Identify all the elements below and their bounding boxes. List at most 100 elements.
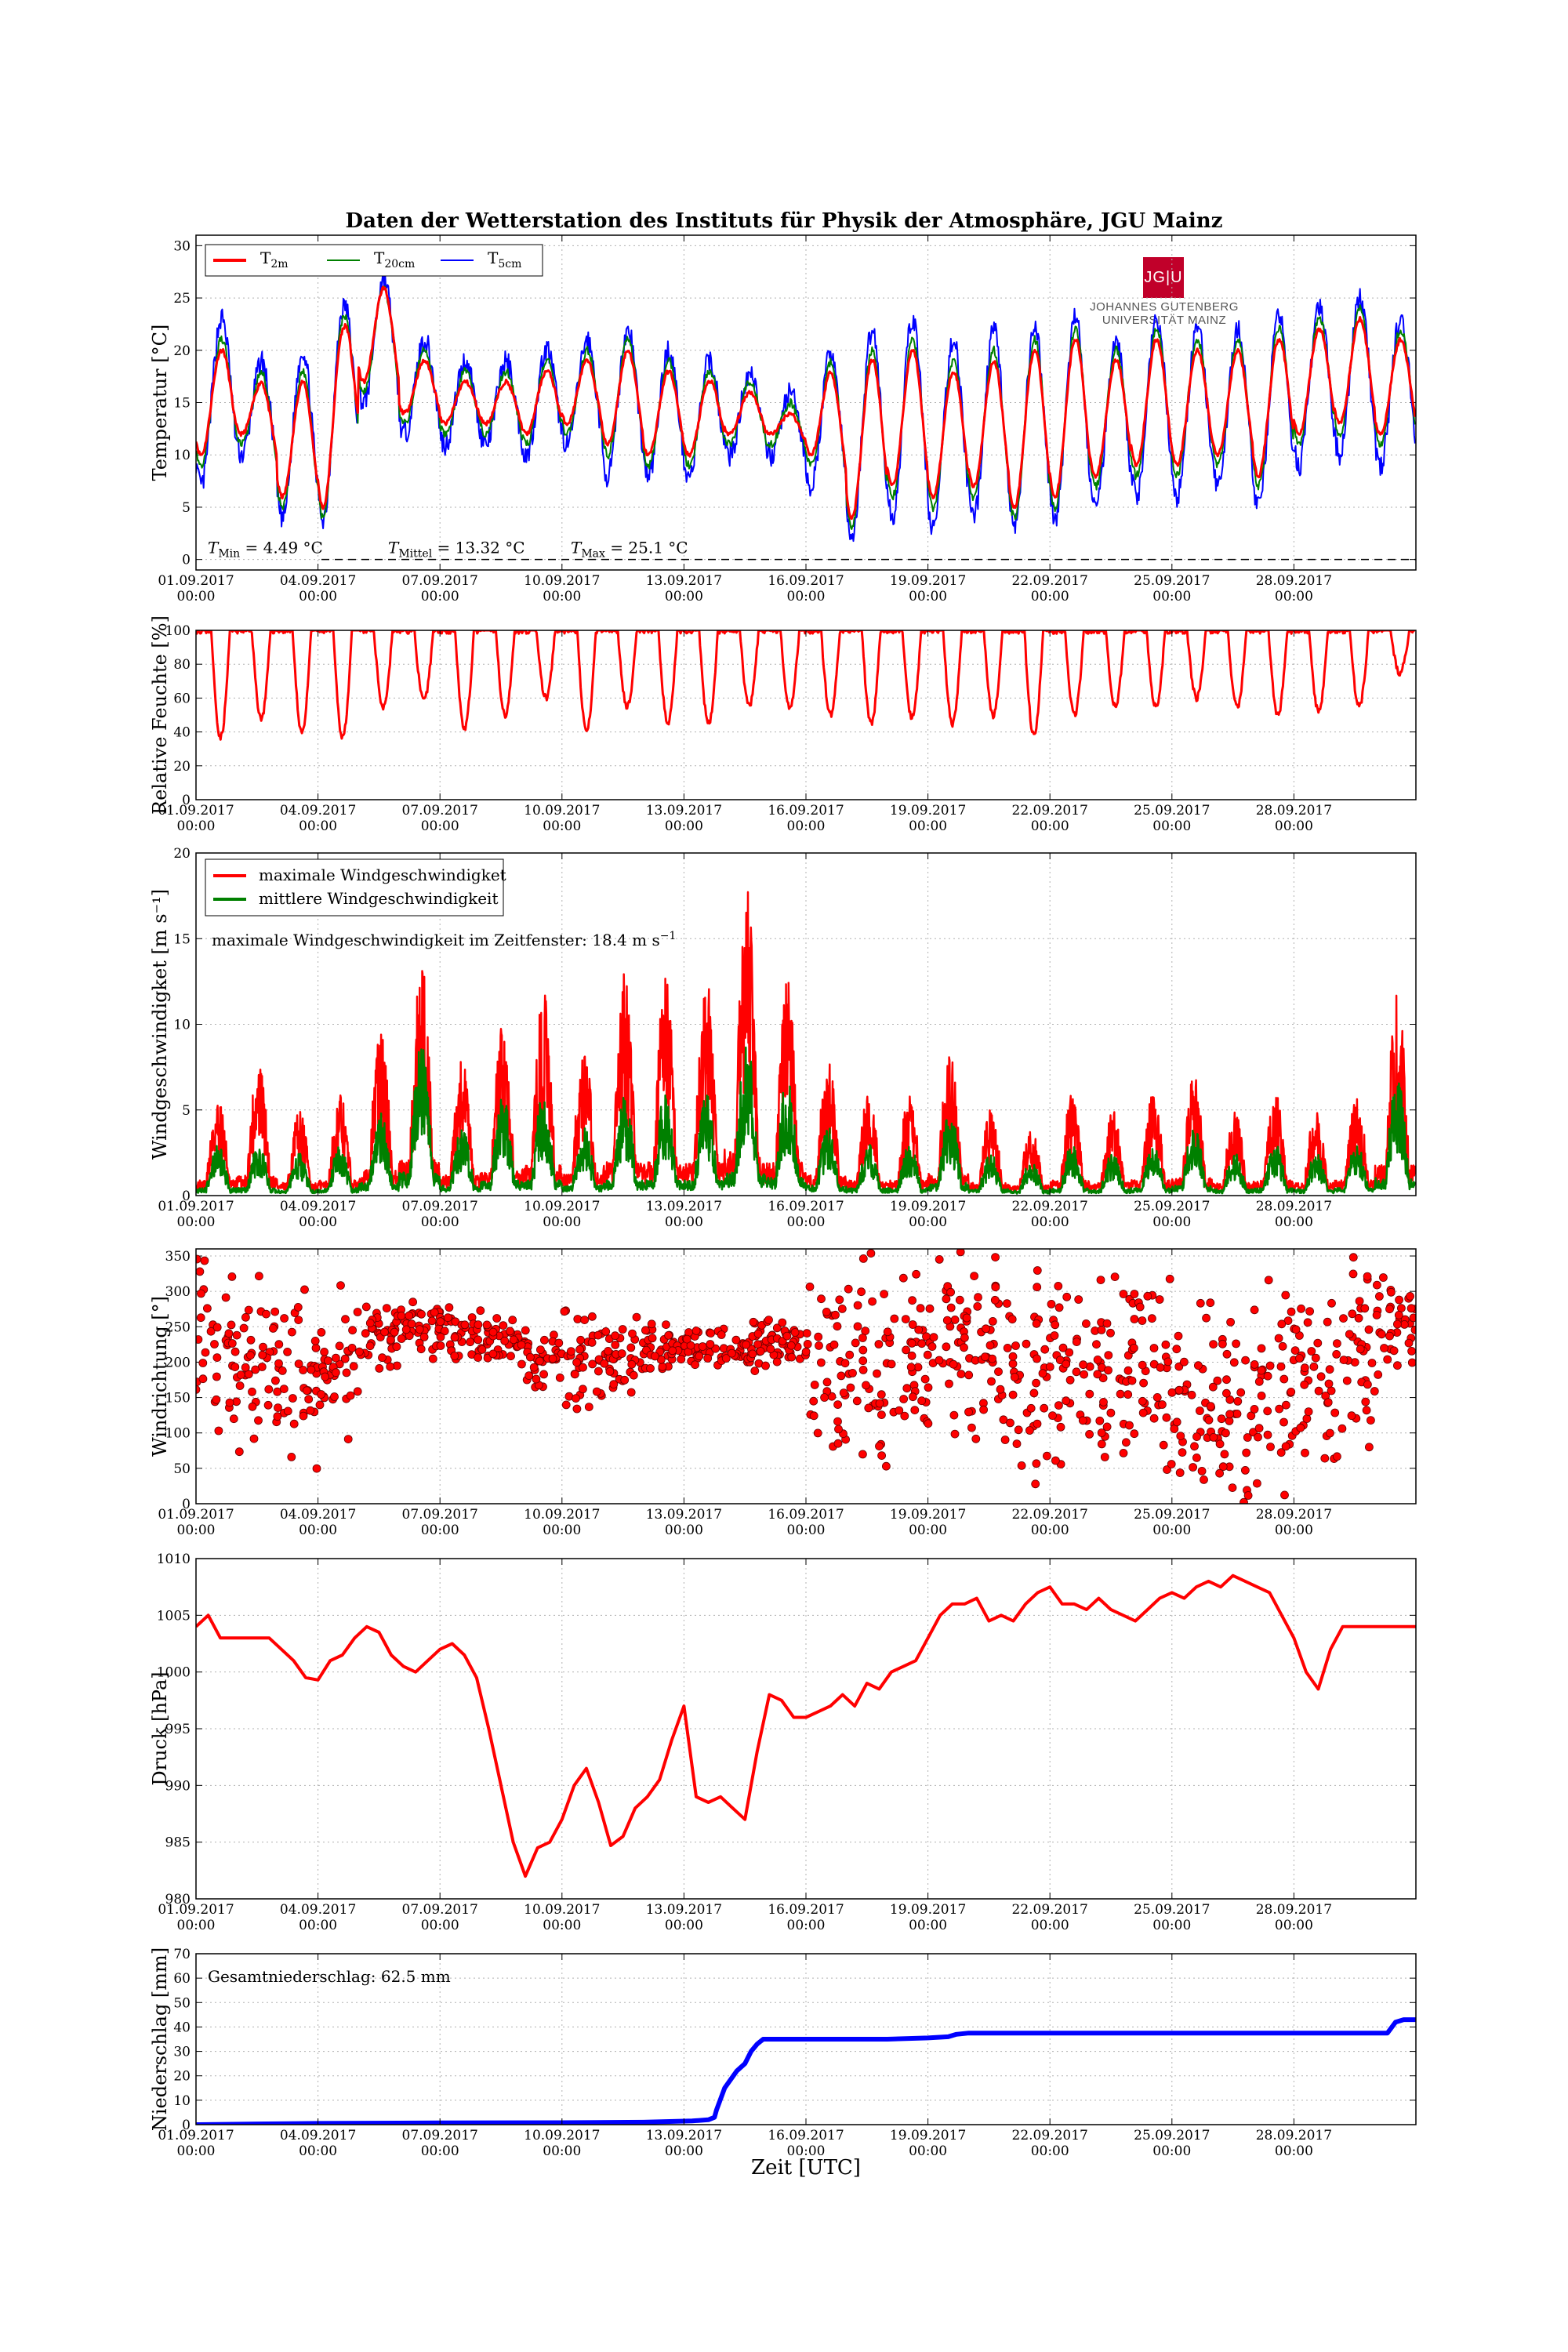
direction-point [1300, 1380, 1309, 1389]
direction-point [492, 1314, 502, 1323]
direction-point [1263, 1371, 1272, 1381]
x-tick-label-time: 00:00 [177, 589, 216, 604]
direction-point [540, 1335, 549, 1345]
direction-point [1250, 1405, 1259, 1414]
x-tick-label-time: 00:00 [1152, 1523, 1191, 1538]
direction-point [875, 1399, 884, 1408]
direction-point [274, 1403, 282, 1412]
direction-point [967, 1423, 976, 1432]
direction-point [375, 1364, 384, 1373]
direction-point [572, 1358, 581, 1367]
direction-point [902, 1384, 912, 1393]
direction-point [1011, 1341, 1020, 1350]
direction-point [960, 1333, 969, 1342]
direction-point [340, 1354, 350, 1363]
direction-point [999, 1415, 1008, 1425]
direction-point [386, 1362, 395, 1371]
x-tick-label-time: 00:00 [665, 818, 703, 834]
x-tick-label-date: 22.09.2017 [1012, 1199, 1088, 1214]
direction-point [1152, 1393, 1162, 1402]
direction-point [1254, 1432, 1262, 1442]
direction-point [1104, 1366, 1112, 1375]
direction-point [521, 1326, 530, 1335]
direction-point [584, 1403, 593, 1411]
direction-point [331, 1368, 340, 1377]
max-wind-annotation: maximale Windgeschwindigkeit im Zeitfens… [212, 930, 676, 949]
direction-point [274, 1359, 283, 1368]
direction-point [264, 1385, 274, 1394]
direction-point [1078, 1416, 1087, 1425]
x-tick-label-time: 00:00 [665, 1918, 703, 1933]
direction-point [1383, 1355, 1392, 1364]
direction-point [258, 1350, 267, 1359]
direction-point [662, 1320, 670, 1329]
direction-point [1222, 1388, 1231, 1398]
y-tick-label: 10 [173, 2093, 191, 2109]
direction-point [1375, 1292, 1384, 1301]
direction-point [1167, 1388, 1177, 1397]
direction-point [742, 1340, 750, 1349]
direction-point [829, 1340, 839, 1349]
direction-point [1338, 1424, 1347, 1433]
direction-point [1175, 1468, 1185, 1477]
direction-point [874, 1340, 884, 1348]
x-tick-label-time: 00:00 [543, 1918, 581, 1933]
direction-point [249, 1434, 259, 1443]
direction-point [579, 1363, 587, 1372]
direction-point [1232, 1410, 1242, 1418]
direction-point [853, 1322, 862, 1331]
direction-point [206, 1327, 216, 1336]
direction-point [336, 1281, 345, 1290]
x-tick-label-date: 28.09.2017 [1256, 2128, 1332, 2143]
direction-point [916, 1304, 925, 1313]
x-tick-label-date: 01.09.2017 [158, 1507, 234, 1523]
direction-point [1367, 1359, 1377, 1367]
direction-point [1313, 1338, 1323, 1348]
x-tick-label-time: 00:00 [177, 818, 216, 834]
direction-point [1204, 1415, 1214, 1425]
x-tick-label-date: 07.09.2017 [402, 573, 478, 589]
direction-point [1240, 1497, 1248, 1504]
direction-point [877, 1390, 886, 1399]
direction-point [500, 1336, 510, 1345]
direction-point [1104, 1351, 1113, 1359]
direction-point [294, 1316, 303, 1324]
direction-point [248, 1402, 257, 1411]
direction-point [988, 1354, 996, 1363]
y-tick-label: 70 [173, 1947, 191, 1962]
direction-point [1409, 1313, 1416, 1323]
direction-point [924, 1383, 933, 1392]
direction-point [1127, 1376, 1137, 1385]
direction-point [580, 1316, 589, 1324]
direction-point [196, 1335, 203, 1344]
direction-point [809, 1411, 818, 1421]
direction-point [1072, 1338, 1081, 1346]
direction-point [1365, 1443, 1374, 1452]
direction-point [908, 1296, 916, 1305]
direction-point [227, 1272, 237, 1281]
y-tick-label: 200 [165, 1355, 191, 1370]
direction-point [987, 1377, 996, 1386]
y-axis-label: Druck [hPa] [149, 1671, 171, 1785]
x-tick-label-time: 00:00 [1152, 818, 1191, 834]
direction-point [1079, 1360, 1087, 1370]
direction-point [728, 1348, 736, 1358]
y-tick-label: 0 [182, 553, 191, 568]
pressure-panel: 98098599099510001005101001.09.201700:000… [149, 1552, 1417, 1933]
x-tick-label-date: 22.09.2017 [1012, 1902, 1088, 1918]
direction-point [1287, 1307, 1296, 1316]
x-tick-label-date: 10.09.2017 [524, 2128, 600, 2143]
direction-point [1278, 1341, 1287, 1351]
direction-point [397, 1312, 406, 1320]
direction-point [651, 1352, 659, 1361]
direction-point [196, 1267, 205, 1276]
direction-point [1054, 1282, 1063, 1290]
direction-point [1361, 1397, 1370, 1406]
direction-point [1348, 1309, 1357, 1319]
direction-point [1377, 1330, 1386, 1339]
direction-point [1138, 1360, 1147, 1370]
direction-point [499, 1321, 508, 1330]
direction-point [1282, 1400, 1290, 1410]
direction-point [280, 1314, 289, 1323]
direction-point [548, 1354, 557, 1363]
